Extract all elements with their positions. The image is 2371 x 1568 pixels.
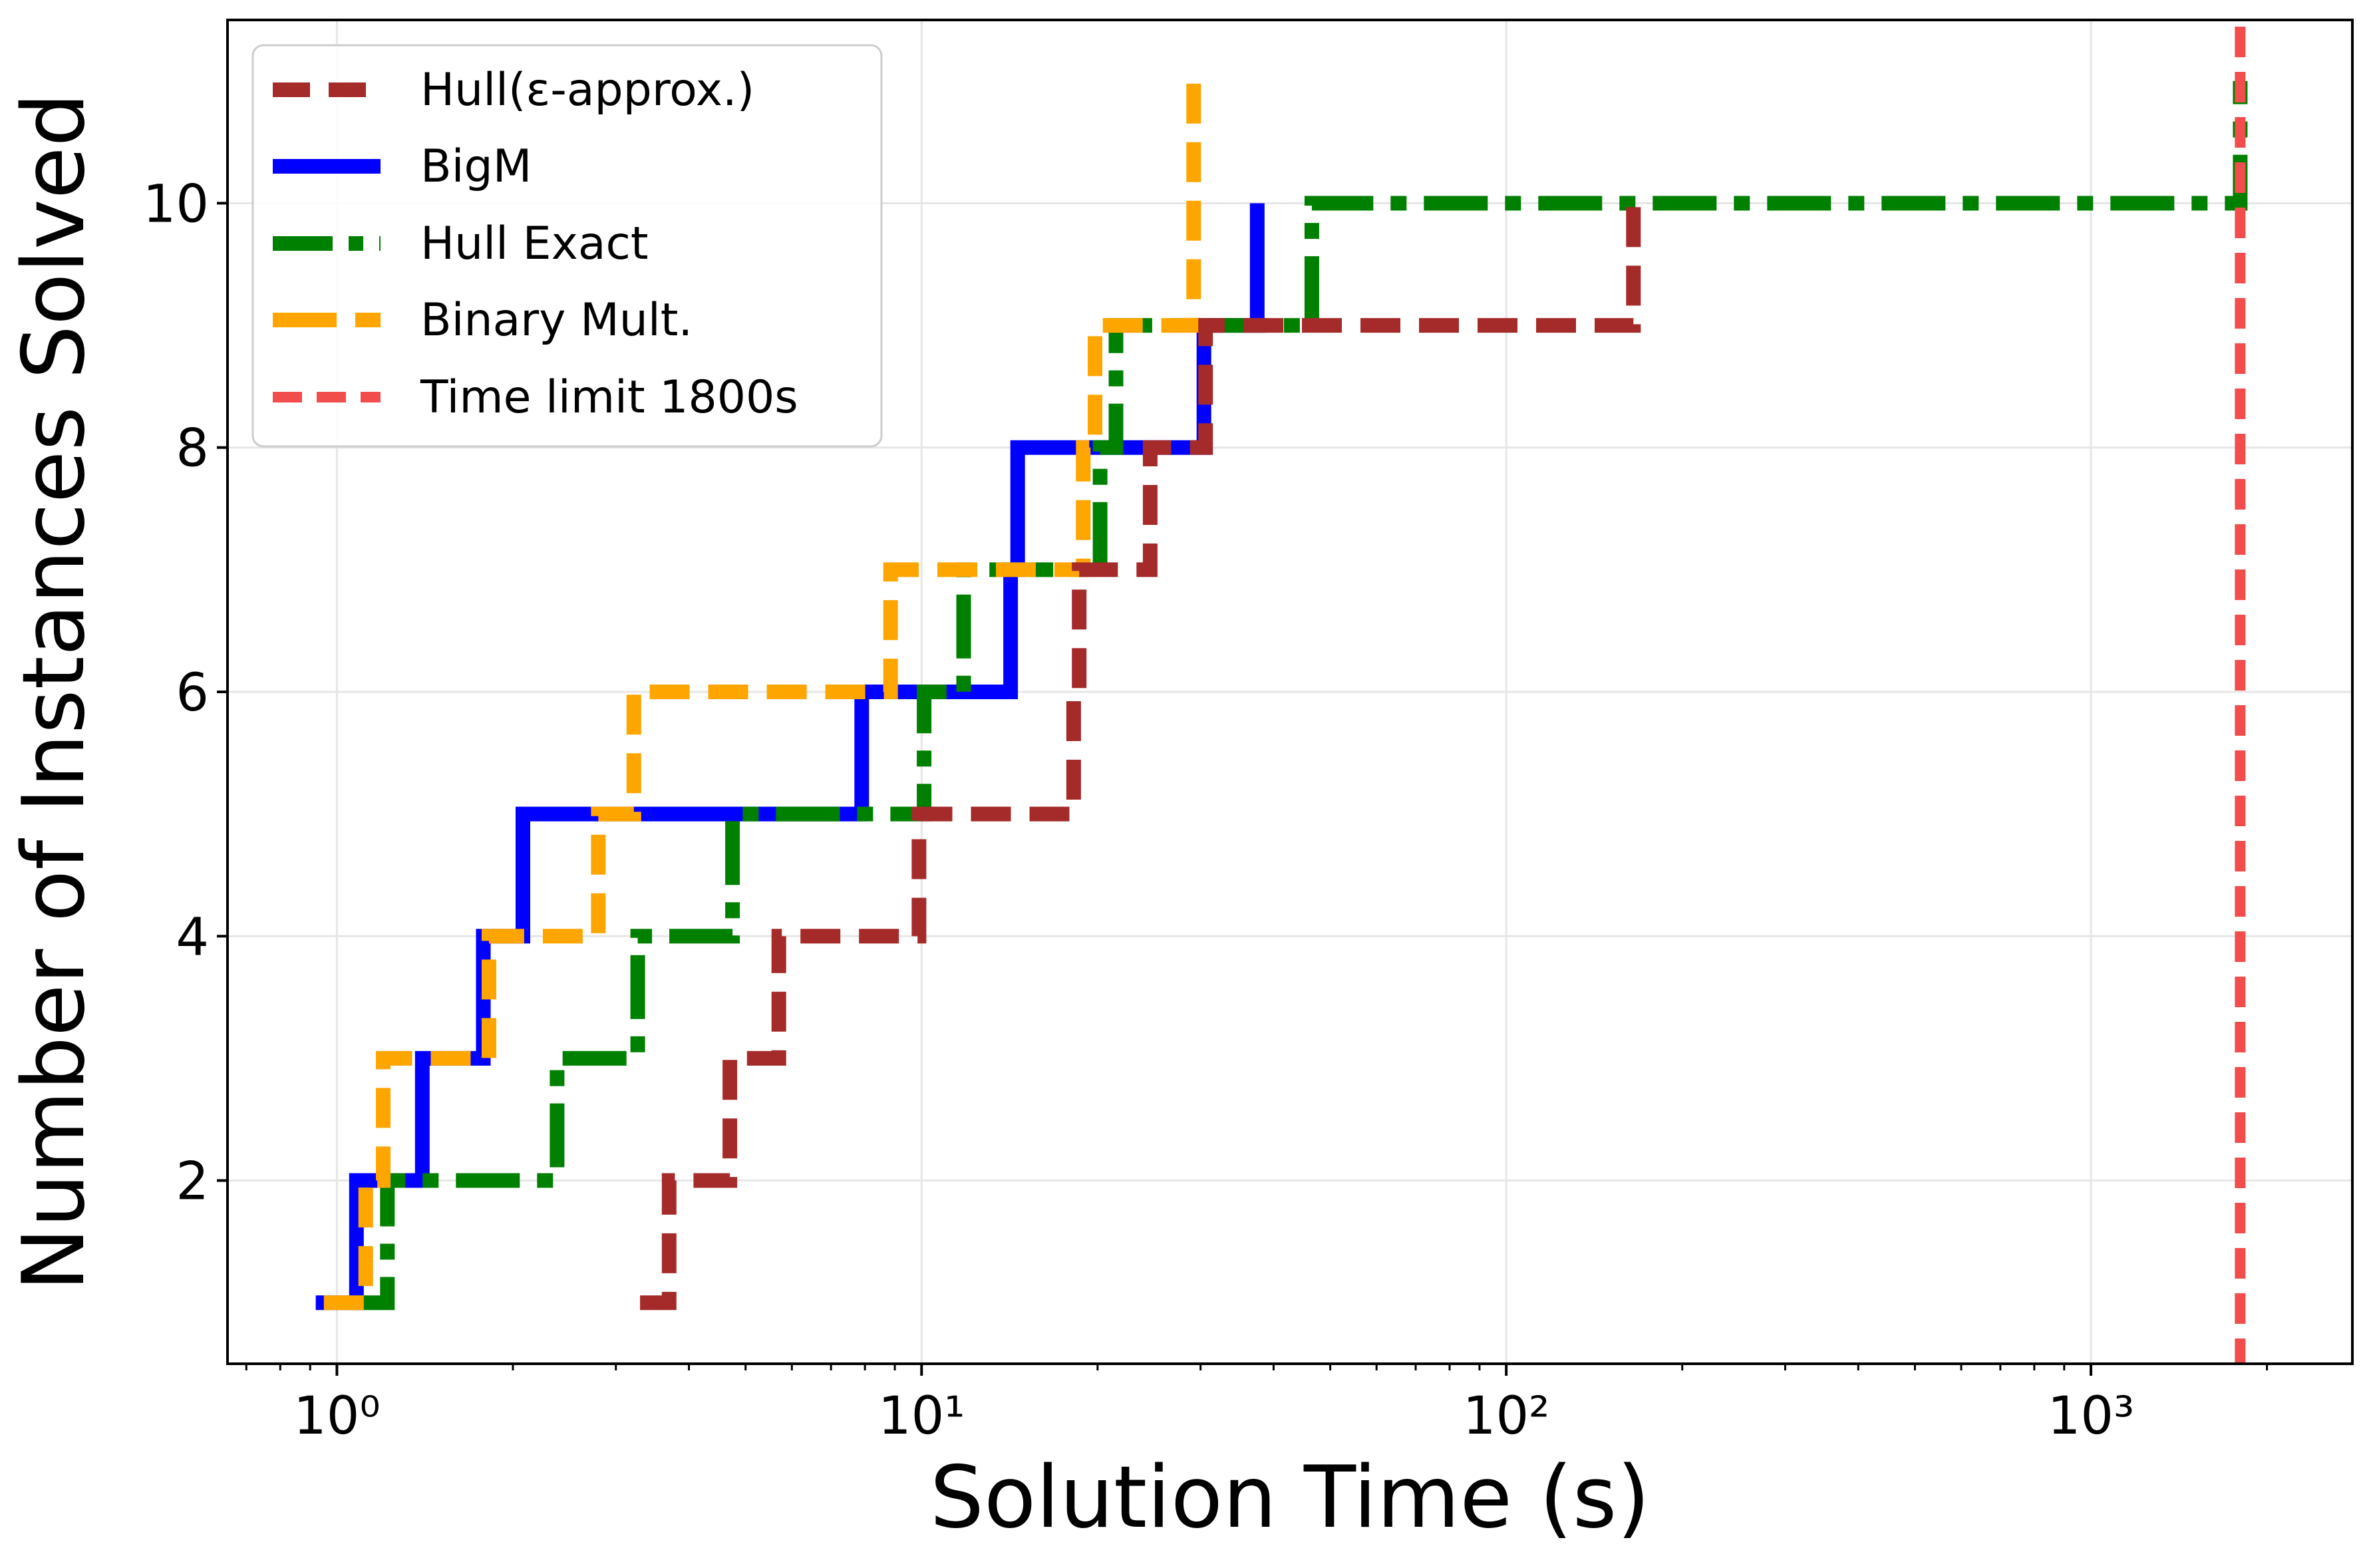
y-tick-label: 6 (176, 663, 209, 723)
legend-item: Time limit 1800s (273, 371, 798, 424)
tick-layer: 2 4 6 8 10 10⁰ 10¹ 10² 10³ (143, 174, 2269, 1446)
legend-label: Time limit 1800s (420, 371, 798, 424)
y-tick-label: 10 (143, 174, 209, 234)
x-tick-label: 10¹ (878, 1386, 965, 1446)
legend-label: Binary Mult. (420, 294, 693, 347)
series-layer (315, 80, 2248, 1311)
y-axis-title: Number of Instances Solved (5, 92, 104, 1291)
x-tick-label: 10² (1463, 1386, 1550, 1446)
series-line (640, 203, 1641, 1311)
legend-item: Binary Mult. (273, 294, 693, 347)
legend-item: BigM (273, 140, 532, 193)
legend: Hull(ε-approx.) BigM Hull Exact Binary M… (251, 44, 883, 448)
x-axis-title: Solution Time (s) (930, 1448, 1651, 1547)
x-tick-label: 10³ (2048, 1386, 2135, 1446)
legend-label: BigM (420, 140, 532, 193)
legend-item: Hull(ε-approx.) (273, 64, 754, 116)
legend-label: Hull(ε-approx.) (420, 64, 754, 116)
y-tick-label: 4 (176, 907, 209, 967)
y-tick-label: 2 (176, 1152, 209, 1212)
legend-item: Hull Exact (273, 218, 649, 270)
legend-box (251, 44, 883, 448)
legend-label: Hull Exact (420, 218, 649, 270)
series-line (323, 80, 1201, 1311)
x-tick-label: 10⁰ (293, 1386, 381, 1446)
y-tick-label: 8 (176, 419, 209, 479)
